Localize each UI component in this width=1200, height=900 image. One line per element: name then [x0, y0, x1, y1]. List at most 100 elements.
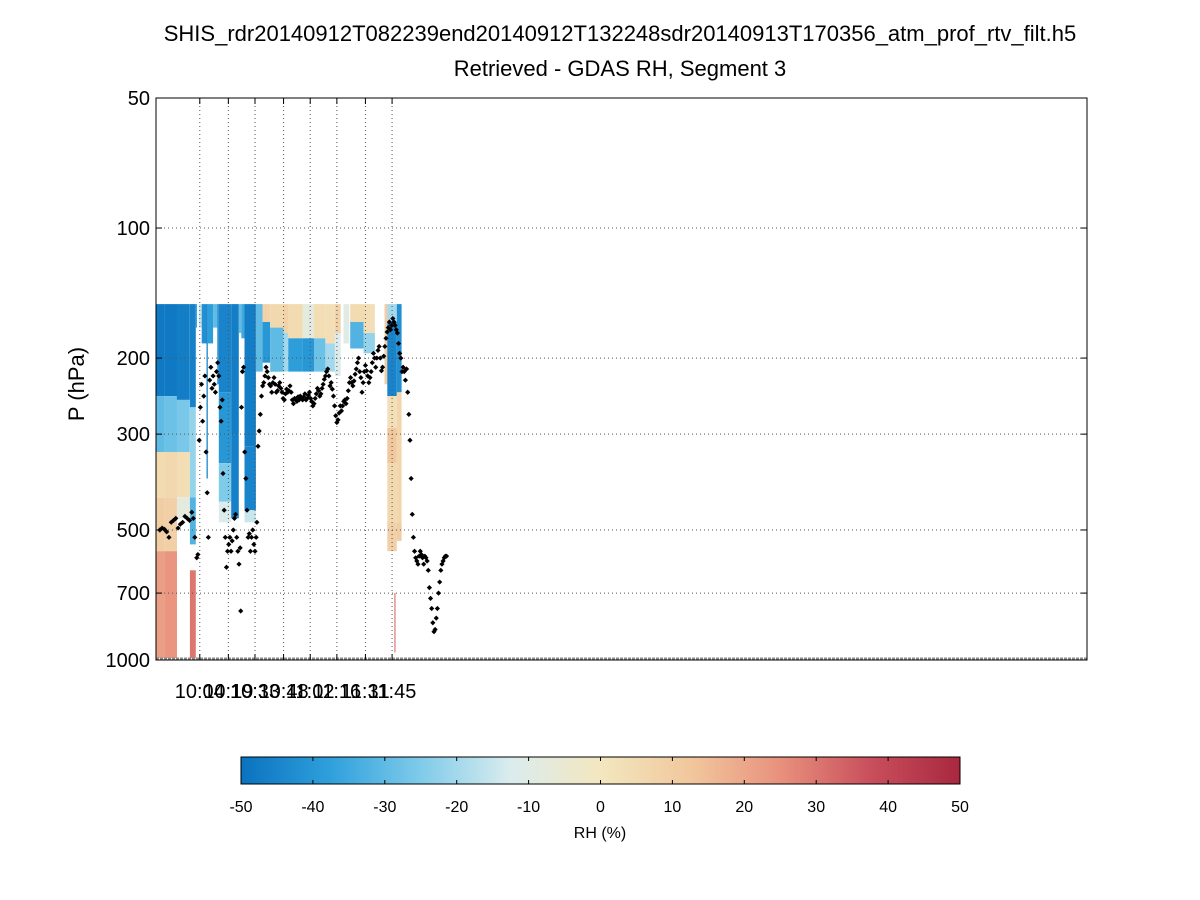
cloud-top-point: [338, 408, 345, 414]
cloud-top-point: [328, 380, 334, 386]
cloud-top-point: [343, 401, 349, 407]
cloud-top-point: [402, 377, 409, 383]
colorbar: -50 -40 -30 -20 -10 0 10 20 30 40 50 RH (%): [229, 756, 969, 842]
cloud-top-point: [216, 373, 222, 379]
rh-cell: [270, 304, 284, 328]
rh-cell: [387, 522, 397, 552]
rh-cell: [394, 593, 396, 653]
cloud-top-point: [330, 393, 337, 399]
plot-frame: [155, 97, 1088, 661]
cloud-top-point: [329, 386, 335, 392]
rh-cell: [302, 304, 314, 339]
cloud-top-point: [342, 397, 348, 403]
y-tick-label: 50: [128, 88, 150, 110]
rh-cell: [335, 333, 341, 376]
cloud-top-point: [203, 449, 209, 455]
rh-cell: [241, 304, 245, 339]
cloud-top-point: [359, 389, 365, 395]
cloud-top-point: [180, 519, 186, 525]
rh-cell: [218, 463, 232, 502]
cloud-top-point: [385, 324, 391, 331]
cloud-top-point: [222, 534, 228, 540]
cloud-top-point: [440, 558, 446, 564]
cloud-top-point: [242, 449, 248, 455]
rh-cell: [217, 304, 219, 385]
cloud-top-point: [261, 380, 267, 386]
chart-title: SHIS_rdr20140912T082239end20140912T13224…: [164, 21, 1076, 46]
rh-cell: [176, 497, 190, 519]
cloud-top-point: [230, 527, 236, 533]
cloud-top-point: [244, 507, 250, 513]
cloud-top-point: [365, 373, 371, 379]
cloud-top-point: [204, 490, 210, 496]
cloud-top-point: [331, 403, 338, 409]
rh-cell: [201, 304, 207, 344]
cloud-top-point: [403, 366, 410, 372]
rh-cell: [283, 304, 289, 333]
cloud-top-point: [257, 411, 263, 417]
cloud-top-point: [376, 343, 382, 350]
cloud-top-point: [237, 545, 243, 551]
cloud-top-point: [284, 386, 290, 392]
rh-cell: [238, 304, 242, 333]
cloud-top-point: [419, 555, 426, 561]
x-tick-label: 11:16: [313, 681, 362, 703]
cloud-top-point: [366, 380, 372, 386]
cloud-top-point: [288, 389, 294, 395]
rh-cell: [244, 304, 256, 447]
cloud-top-point: [414, 558, 420, 564]
cloud-top-point: [293, 397, 299, 403]
cloud-top-point: [375, 347, 381, 354]
x-tick-label: 11:02: [286, 681, 335, 703]
rh-cell: [176, 399, 190, 452]
cloud-top-point: [373, 364, 379, 370]
cloud-top-point: [289, 397, 295, 403]
cloud-top-point: [437, 579, 443, 585]
cloud-top-point: [345, 388, 351, 394]
cloud-top-point: [417, 548, 423, 554]
rh-cell: [156, 452, 165, 498]
cloud-top-point: [306, 389, 313, 395]
cloud-top-point: [286, 388, 292, 394]
colorbar-tick-label: -50: [229, 799, 252, 816]
rh-cell: [302, 338, 314, 372]
cloud-top-point: [434, 605, 440, 612]
cloud-top-point: [411, 548, 418, 554]
cloud-top-point: [382, 343, 388, 350]
cloud-top-point: [246, 531, 252, 537]
cloud-top-point: [390, 315, 396, 322]
rh-cell: [283, 333, 289, 372]
cloud-top-point: [410, 534, 417, 540]
cloud-top-point: [398, 355, 404, 361]
cloud-top-point: [354, 360, 361, 366]
colorbar-tick-label: 30: [807, 799, 825, 816]
cloud-top-point: [353, 366, 359, 372]
cloud-top-point: [219, 397, 225, 403]
cloud-top-point: [430, 620, 436, 626]
cloud-top-point: [236, 561, 242, 567]
rh-cell: [206, 304, 208, 479]
cloud-top-point: [229, 538, 235, 544]
cloud-top-point: [200, 418, 206, 424]
rh-cell: [396, 522, 402, 541]
rh-cell: [164, 452, 177, 498]
cloud-top-point: [248, 534, 255, 540]
cloud-top-point: [319, 385, 325, 391]
cloud-top-point: [426, 585, 432, 591]
rh-cell: [350, 322, 364, 349]
cloud-top-point: [207, 377, 213, 383]
colorbar-tick-label: -40: [301, 799, 324, 816]
cloud-top-point: [166, 534, 172, 540]
y-tick-label: 200: [117, 348, 150, 370]
cloud-top-point: [333, 413, 339, 419]
cloud-top-point: [432, 626, 438, 633]
cloud-top-point: [205, 534, 211, 540]
cloud-top-point: [423, 555, 429, 561]
rh-cell: [343, 304, 350, 344]
rh-cell: [156, 396, 165, 452]
cloud-top-point: [413, 555, 419, 561]
cloud-top-point: [347, 375, 354, 381]
cloud-top-point: [260, 383, 266, 389]
rh-cell: [189, 304, 196, 408]
y-axis-label: P (hPa): [64, 347, 89, 421]
